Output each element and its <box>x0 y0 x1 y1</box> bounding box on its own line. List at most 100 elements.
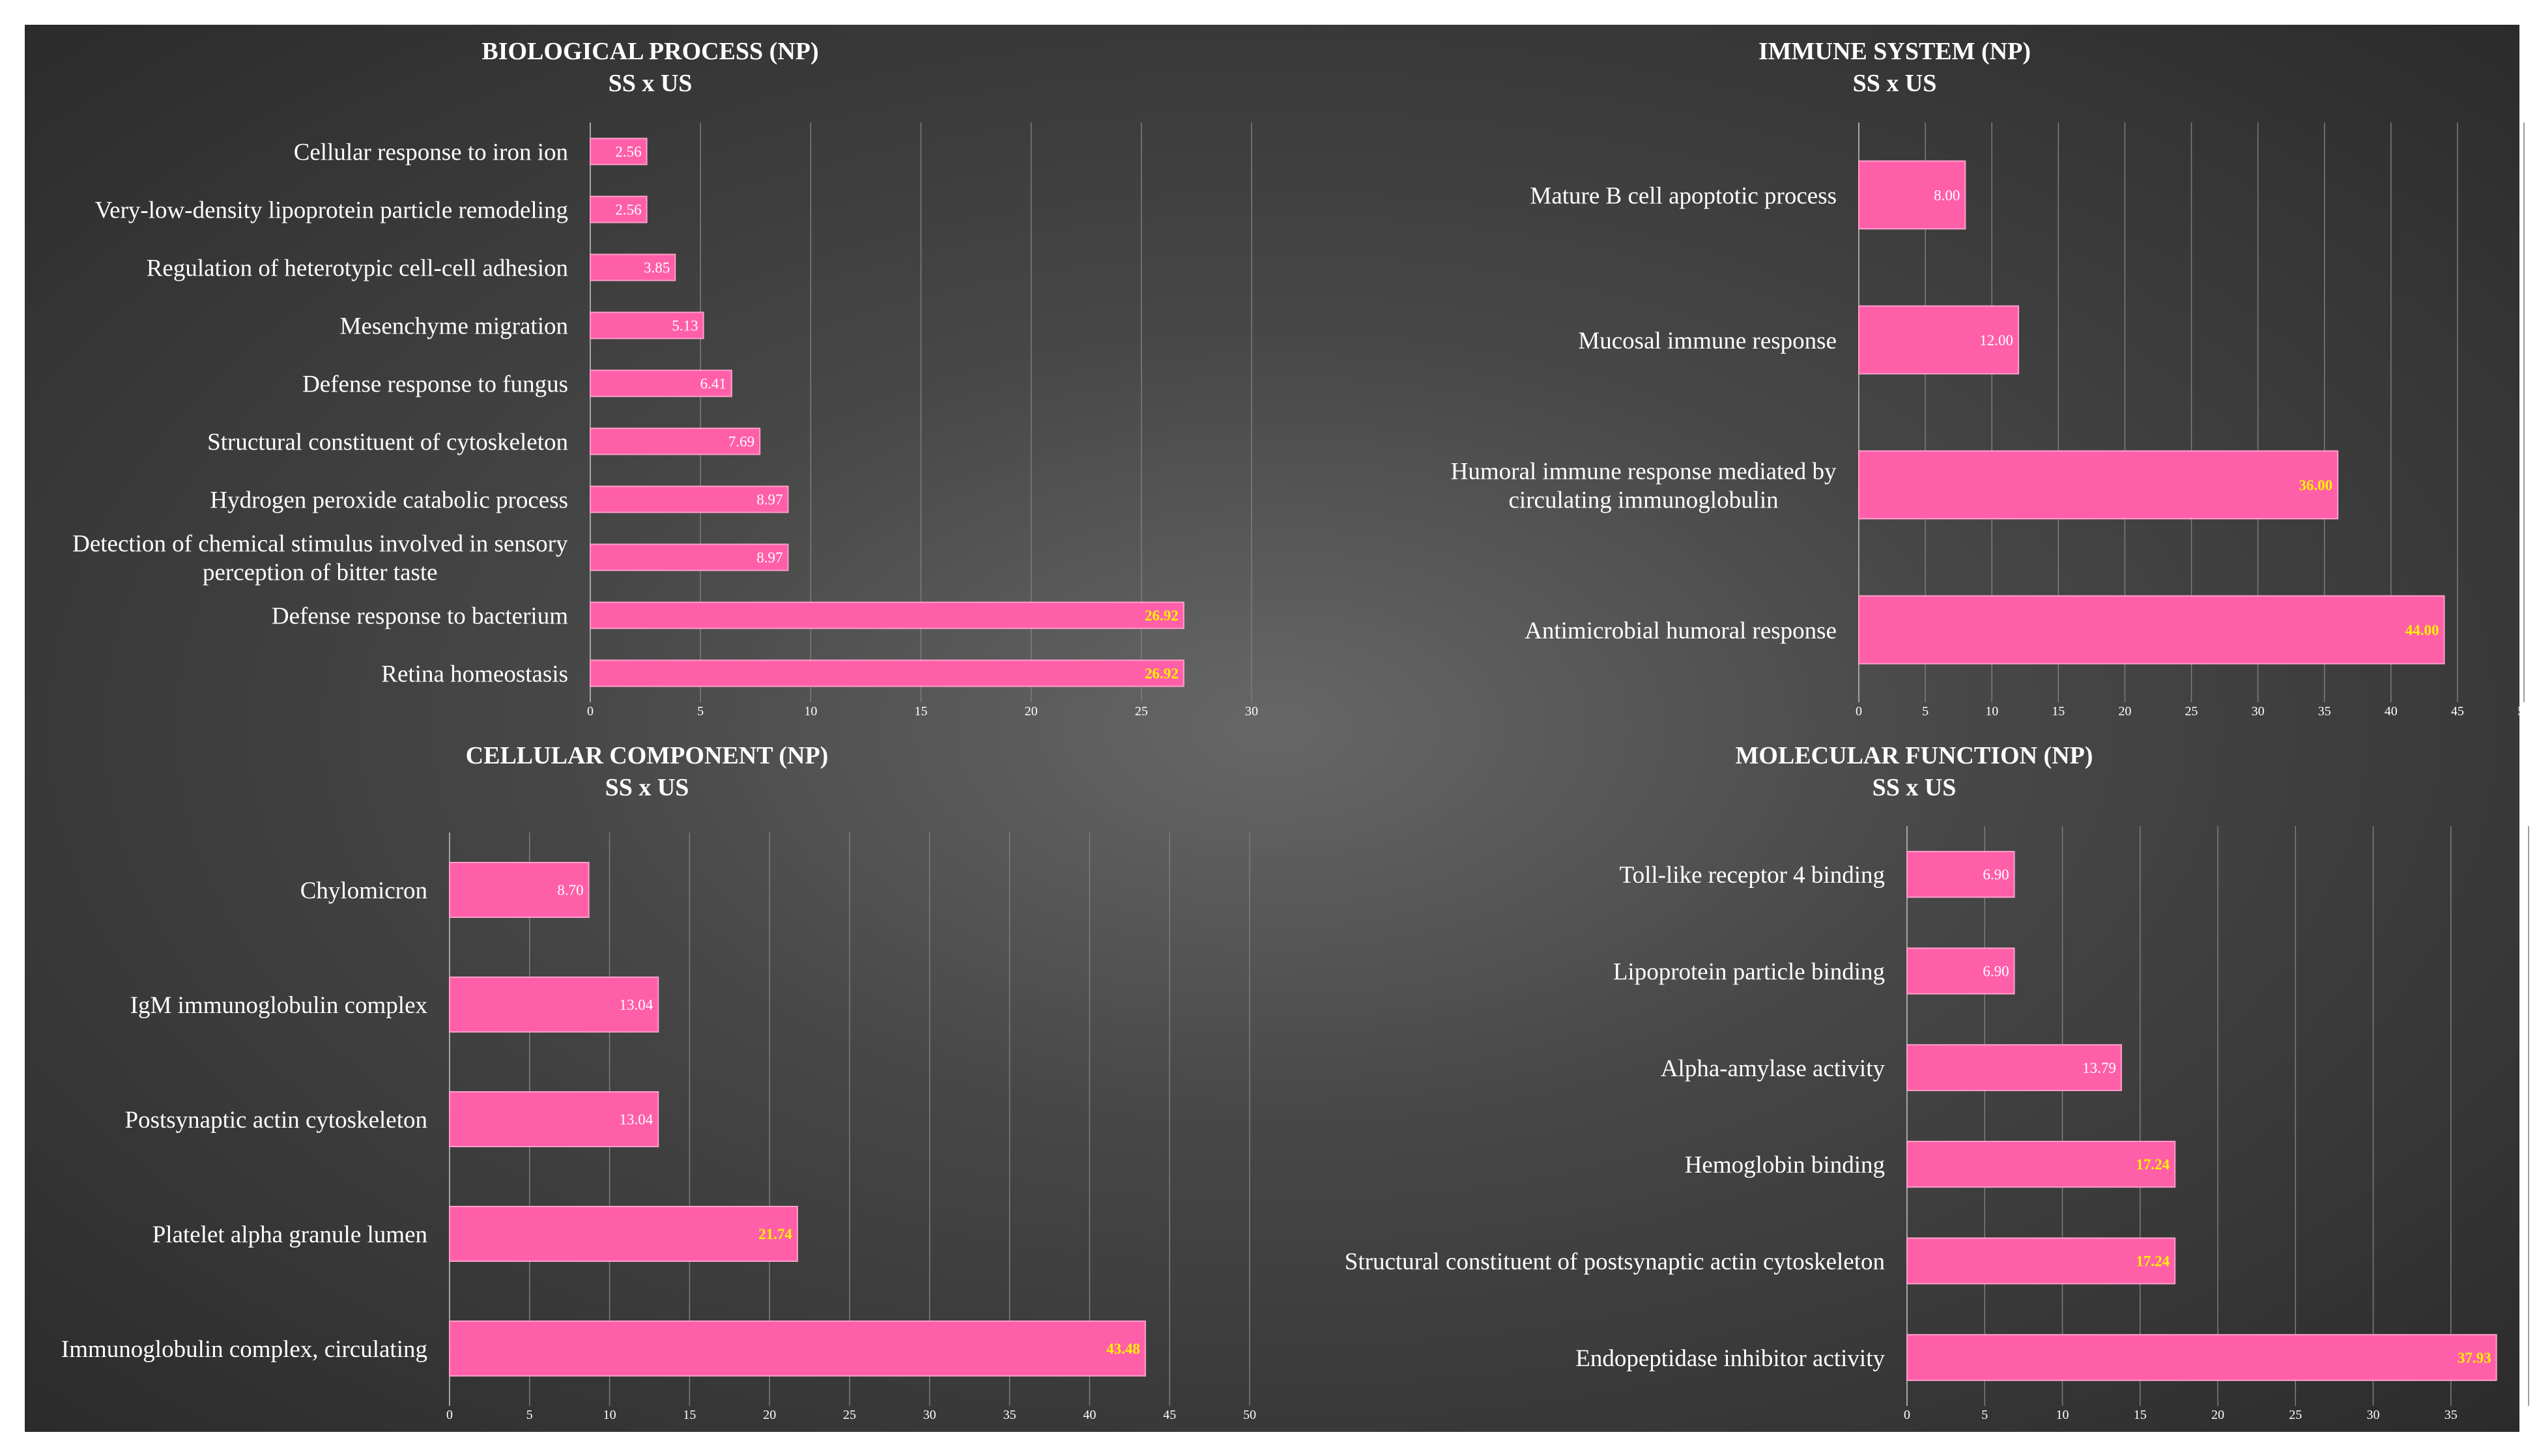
chart-title: IMMUNE SYSTEM (NP) <box>1758 38 2031 65</box>
data-label: 44.00 <box>2405 622 2439 638</box>
x-tick-label: 50 <box>2517 704 2531 719</box>
bar <box>449 862 590 918</box>
bar <box>1858 450 2339 520</box>
plot-area: 0 5 10 15 20 25 30 2.56 Cellular response to iro… <box>72 122 1258 719</box>
x-tick-label: 20 <box>2211 1408 2224 1422</box>
category-label: Immunoglobulin complex, circulating <box>61 1336 427 1363</box>
x-tick-label: 30 <box>2367 1408 2380 1422</box>
chart-title: CELLULAR COMPONENT (NP) <box>466 742 829 769</box>
x-tick-label: 30 <box>1245 704 1258 719</box>
category-label: Defense response to bacterium <box>272 603 568 630</box>
chart-subtitle: SS x US <box>609 70 693 97</box>
x-tick-label: 15 <box>2134 1408 2147 1422</box>
bar <box>590 137 648 165</box>
bar <box>590 195 648 223</box>
plot-area: 0 5 10 15 20 25 30 35 40 45 50 8.00 Mature B cell ap… <box>1451 122 2531 719</box>
chart-title: MOLECULAR FUNCTION (NP) <box>1736 742 2093 769</box>
x-tick-label: 0 <box>1856 704 1862 719</box>
bar <box>590 427 761 455</box>
category-label: Cellular response to iron ion <box>294 139 568 166</box>
chart-subtitle: SS x US <box>1872 774 1957 801</box>
category-label: Chylomicron <box>300 878 427 904</box>
bar <box>590 253 676 281</box>
x-tick-label: 25 <box>843 1408 856 1422</box>
cellular-component-chart: CELLULAR COMPONENT (NP) SS x US 0 5 10 15 20… <box>61 742 1256 1422</box>
biological-process-chart: BIOLOGICAL PROCESS (NP) SS x US 0 5 10 15 20… <box>72 38 1258 719</box>
bar <box>449 977 659 1033</box>
data-label: 26.92 <box>1145 666 1179 682</box>
bar <box>1858 595 2445 664</box>
category-label: Very-low-density lipoprotein particle re… <box>95 197 568 224</box>
bar <box>1858 160 1966 230</box>
x-tick-label: 10 <box>603 1408 616 1422</box>
bar <box>590 543 789 571</box>
x-tick-label: 35 <box>2445 1408 2458 1422</box>
x-tick-label: 0 <box>1904 1408 1910 1422</box>
data-label: 13.79 <box>2082 1060 2116 1076</box>
category-label: Antimicrobial humoral response <box>1525 618 1837 644</box>
x-tick-label: 20 <box>1025 704 1038 719</box>
data-label: 12.00 <box>1979 332 2013 349</box>
bar <box>1906 1141 2176 1188</box>
x-tick-label: 10 <box>1985 704 1998 719</box>
data-label: 17.24 <box>2136 1253 2170 1270</box>
x-tick-label: 15 <box>915 704 928 719</box>
category-label: Endopeptidase inhibitor activity <box>1575 1345 1885 1372</box>
x-tick-label: 30 <box>923 1408 936 1422</box>
x-tick-label: 30 <box>2252 704 2265 719</box>
bar <box>590 485 789 513</box>
x-tick-label: 40 <box>2522 1408 2535 1422</box>
category-label: Platelet alpha granule lumen <box>152 1221 427 1248</box>
data-label: 8.00 <box>1934 187 1960 203</box>
chart-title: BIOLOGICAL PROCESS (NP) <box>481 38 818 65</box>
data-label: 13.04 <box>620 997 653 1013</box>
data-label: 5.13 <box>672 318 698 334</box>
data-label: 43.48 <box>1106 1341 1140 1357</box>
chart-subtitle: SS x US <box>1853 70 1937 97</box>
x-tick-label: 45 <box>2451 704 2464 719</box>
category-label: Structural constituent of postsynaptic a… <box>1345 1249 1885 1276</box>
category-label: Retina homeostasis <box>381 661 568 688</box>
category-label: Toll-like receptor 4 binding <box>1620 862 1885 889</box>
data-label: 17.24 <box>2136 1156 2170 1173</box>
category-label: Alpha-amylase activity <box>1661 1055 1886 1082</box>
x-tick-label: 5 <box>697 704 704 719</box>
bar <box>449 1206 798 1262</box>
bar <box>590 659 1184 687</box>
category-label: IgM immunoglobulin complex <box>130 992 428 1019</box>
bar <box>590 601 1184 629</box>
data-label: 6.90 <box>1983 964 2009 980</box>
x-tick-label: 45 <box>1163 1408 1176 1422</box>
data-label: 7.69 <box>728 434 754 450</box>
bar <box>1906 947 2015 995</box>
data-label: 6.90 <box>1983 866 2009 883</box>
x-tick-label: 50 <box>1243 1408 1256 1422</box>
x-tick-label: 20 <box>763 1408 776 1422</box>
plot-area: 0 5 10 15 20 25 30 35 40 45 50 8.70 Chylomicron 13.04… <box>61 833 1256 1422</box>
data-label: 36.00 <box>2299 477 2332 493</box>
category-label: Defense response to fungus <box>302 371 568 398</box>
category-label: Hemoglobin binding <box>1685 1152 1885 1178</box>
data-label: 13.04 <box>620 1111 653 1128</box>
data-label: 37.93 <box>2458 1350 2491 1366</box>
bar <box>1858 305 2020 375</box>
x-tick-label: 15 <box>2052 704 2065 719</box>
bar <box>590 311 704 339</box>
bar <box>1906 1334 2497 1381</box>
plot-area: 0 5 10 15 20 25 30 35 40 6.90 Toll-like receptor 4… <box>1345 826 2535 1422</box>
x-tick-label: 25 <box>2185 704 2198 719</box>
data-label: 8.97 <box>756 492 782 508</box>
category-label: Mucosal immune response <box>1578 328 1837 354</box>
x-tick-label: 35 <box>2318 704 2331 719</box>
data-label: 2.56 <box>615 202 641 218</box>
data-label: 3.85 <box>644 260 670 276</box>
x-tick-label: 35 <box>1003 1408 1016 1422</box>
figure-background: BIOLOGICAL PROCESS (NP) SS x US 0 5 10 15 20… <box>25 25 2535 1432</box>
category-label: Detection of chemical stimulus involved … <box>72 531 568 586</box>
x-tick-label: 40 <box>2385 704 2398 719</box>
x-tick-label: 5 <box>1922 704 1929 719</box>
x-tick-label: 25 <box>1135 704 1148 719</box>
category-label: Hydrogen peroxide catabolic process <box>210 487 568 514</box>
category-label: Lipoprotein particle binding <box>1613 959 1885 986</box>
x-tick-label: 15 <box>683 1408 696 1422</box>
